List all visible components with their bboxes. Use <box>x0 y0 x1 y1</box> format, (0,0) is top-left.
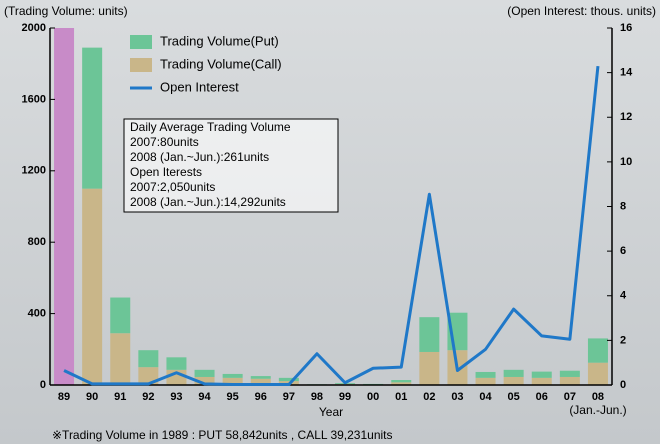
bar-segment <box>419 351 440 385</box>
bar-segment <box>82 188 103 385</box>
legend-swatch <box>130 58 152 72</box>
y2-tick-label: 6 <box>620 245 626 257</box>
bar-segment <box>166 357 187 370</box>
x-tick-label: 99 <box>339 391 351 403</box>
legend-label: Trading Volume(Call) <box>160 56 282 71</box>
x-tick-label: 03 <box>451 391 463 403</box>
bar-segment <box>559 370 580 377</box>
bar-segment <box>475 377 496 385</box>
y-tick-label: 2000 <box>22 22 46 34</box>
bar-segment <box>475 371 496 378</box>
bar-segment <box>391 380 412 383</box>
y2-tick-label: 10 <box>620 156 632 168</box>
y-tick-label: 1600 <box>22 93 46 105</box>
y2-tick-label: 14 <box>620 67 633 79</box>
y-tick-label: 400 <box>28 308 46 320</box>
y-tick-label: 800 <box>28 236 46 248</box>
x-tick-label: 89 <box>58 391 70 403</box>
line-series <box>63 66 600 387</box>
bar-segment <box>194 376 215 385</box>
x-tick-label: 02 <box>423 391 435 403</box>
annotation-line: 2008 (Jan.~Jun.):14,292units <box>130 195 286 209</box>
bar-segment <box>194 369 215 377</box>
bar-segment <box>531 371 552 378</box>
x-tick-label: 90 <box>86 391 98 403</box>
bar-segment <box>278 377 299 382</box>
bar-segment <box>250 376 271 379</box>
x-tick-label: 94 <box>198 391 211 403</box>
x-tick-label: 05 <box>508 391 520 403</box>
x-tick-label: 07 <box>564 391 576 403</box>
x-tick-label: 01 <box>395 391 407 403</box>
bar-segment <box>587 362 608 385</box>
x-tick-label: 04 <box>479 391 492 403</box>
bar-segment <box>54 28 75 385</box>
annotation-box <box>123 118 339 213</box>
x-tick-label: 08 <box>592 391 604 403</box>
bar-segment <box>587 338 608 363</box>
annotation-line: 2008 (Jan.~Jun.):261units <box>130 150 269 164</box>
bar-segment <box>503 369 524 377</box>
x-tick-label: 97 <box>283 391 295 403</box>
bar-segment <box>110 333 131 385</box>
bar-segment <box>503 376 524 385</box>
annotation-line: Open Iterests <box>130 165 202 179</box>
x-tick-label: 96 <box>255 391 267 403</box>
bar-segment <box>391 382 412 385</box>
y2-tick-label: 16 <box>620 22 632 34</box>
y2-tick-label: 8 <box>620 200 626 212</box>
x-tick-label: 06 <box>536 391 548 403</box>
y-tick-label: 1200 <box>22 165 46 177</box>
bar-segment <box>559 376 580 385</box>
x-tick-label: 95 <box>227 391 239 403</box>
x-axis-label: Year <box>319 405 343 419</box>
bar-segment <box>531 377 552 385</box>
y2-tick-label: 12 <box>620 111 632 123</box>
y2-tick-label: 0 <box>620 379 626 391</box>
bar-segment <box>222 377 243 385</box>
annotation-line: 2007:80units <box>130 135 199 149</box>
y-tick-label: 0 <box>40 379 46 391</box>
bar-segment <box>110 297 131 334</box>
x-note: (Jan.-Jun.) <box>569 403 626 417</box>
y2-axis-label: (Open Interest: thous. units) <box>507 4 656 18</box>
x-tick-label: 92 <box>142 391 154 403</box>
x-tick-label: 93 <box>170 391 182 403</box>
bar-segment <box>250 378 271 385</box>
bar-segment <box>82 47 103 189</box>
bar-segment <box>138 350 159 368</box>
x-tick-label: 00 <box>367 391 379 403</box>
bar-segment <box>419 317 440 352</box>
y2-tick-label: 4 <box>620 290 627 302</box>
x-tick-label: 91 <box>114 391 126 403</box>
annotation-line: Daily Average Trading Volume <box>130 120 291 134</box>
bar-segment <box>363 383 384 385</box>
annotation-line: 2007:2,050units <box>130 180 215 194</box>
legend-label: Open Interest <box>160 79 239 94</box>
legend-swatch <box>130 35 152 49</box>
y-axis-label: (Trading Volume: units) <box>4 4 128 18</box>
legend-label: Trading Volume(Put) <box>160 33 279 48</box>
bar-segment <box>222 373 243 378</box>
footnote: ※Trading Volume in 1989 : PUT 58,842unit… <box>52 428 393 442</box>
x-tick-label: 98 <box>311 391 323 403</box>
y2-tick-label: 2 <box>620 334 626 346</box>
bars <box>54 28 608 385</box>
